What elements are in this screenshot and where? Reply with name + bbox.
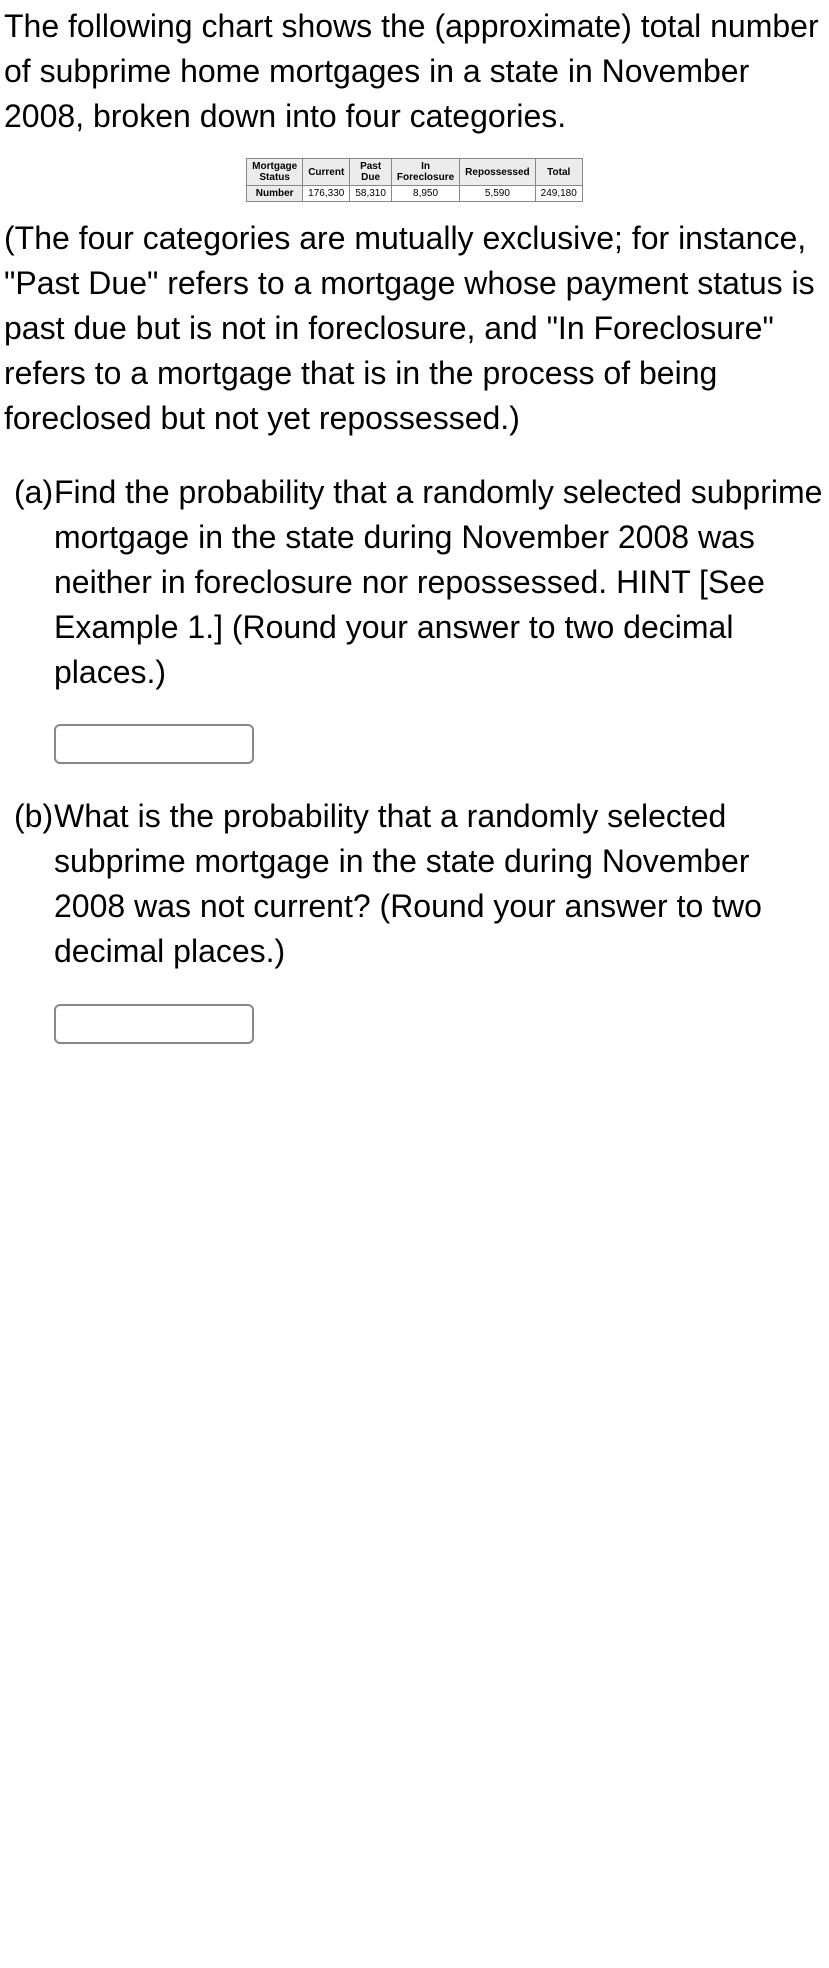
cell-foreclosure: 8,950: [391, 186, 459, 202]
cell-current: 176,330: [303, 186, 350, 202]
answer-input-b[interactable]: [54, 1004, 254, 1044]
question-b-text: What is the probability that a randomly …: [54, 798, 762, 968]
table-data-row: Number 176,330 58,310 8,950 5,590 249,18…: [247, 186, 583, 202]
header-status-line2: Status: [259, 172, 290, 183]
answer-input-a[interactable]: [54, 724, 254, 764]
question-a: (a) Find the probability that a randomly…: [4, 470, 825, 764]
cell-repossessed: 5,590: [460, 186, 535, 202]
question-b-body: What is the probability that a randomly …: [54, 794, 825, 1043]
page-content: The following chart shows the (approxima…: [0, 0, 829, 1078]
question-b: (b) What is the probability that a rando…: [4, 794, 825, 1043]
table-header-row: Mortgage Status Current Past Due In Fore…: [247, 159, 583, 186]
header-pastdue-line2: Due: [361, 172, 380, 183]
header-total: Total: [535, 159, 582, 186]
question-a-label: (a): [4, 470, 54, 515]
header-status-line1: Mortgage: [252, 161, 297, 172]
cell-total: 249,180: [535, 186, 582, 202]
question-b-label: (b): [4, 794, 54, 839]
header-status: Mortgage Status: [247, 159, 303, 186]
table-container: Mortgage Status Current Past Due In Fore…: [4, 158, 825, 202]
header-repossessed: Repossessed: [460, 159, 535, 186]
header-pastdue: Past Due: [350, 159, 392, 186]
row-label-number: Number: [247, 186, 303, 202]
intro-paragraph: The following chart shows the (approxima…: [4, 4, 825, 138]
header-foreclosure-line2: Foreclosure: [397, 172, 454, 183]
question-a-text: Find the probability that a randomly sel…: [54, 474, 822, 689]
explanation-paragraph: (The four categories are mutually exclus…: [4, 216, 825, 440]
cell-pastdue: 58,310: [350, 186, 392, 202]
question-a-body: Find the probability that a randomly sel…: [54, 470, 825, 764]
header-pastdue-line1: Past: [360, 161, 381, 172]
header-current: Current: [303, 159, 350, 186]
mortgage-table: Mortgage Status Current Past Due In Fore…: [246, 158, 583, 202]
header-foreclosure: In Foreclosure: [391, 159, 459, 186]
header-foreclosure-line1: In: [421, 161, 430, 172]
